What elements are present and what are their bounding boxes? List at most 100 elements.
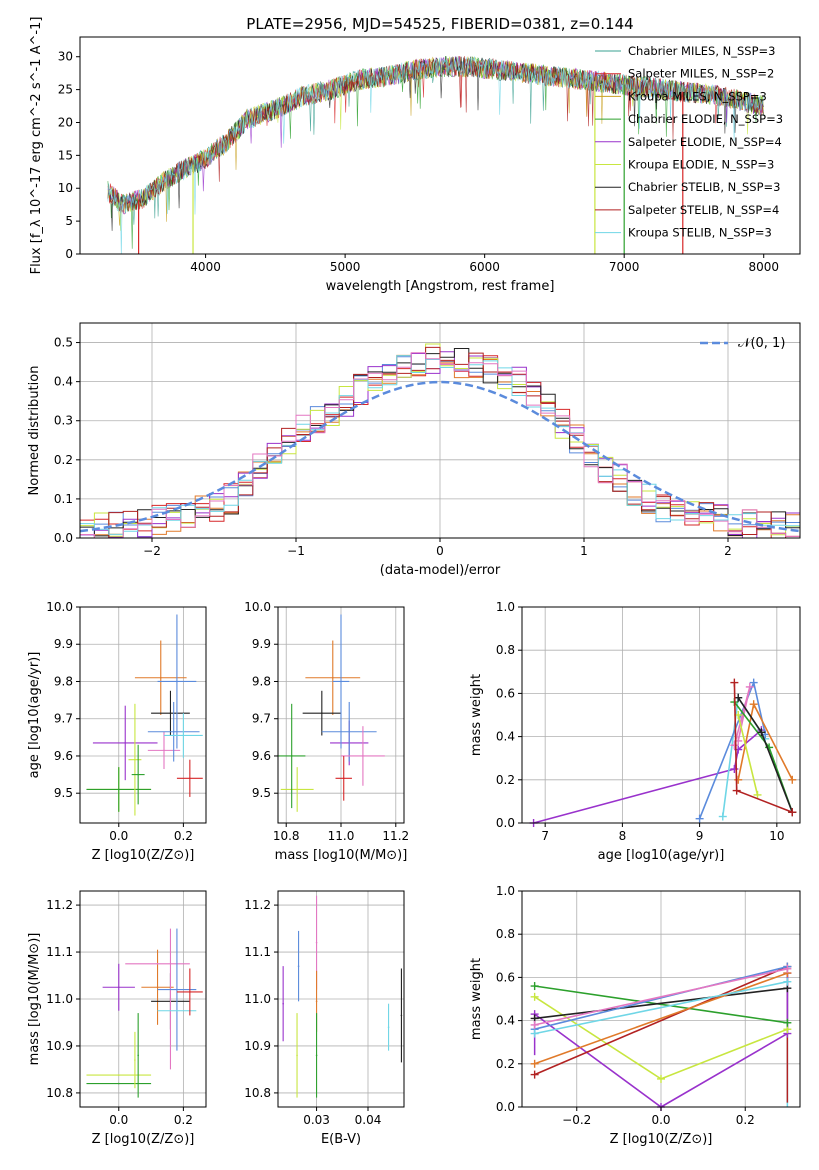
y-tick-label: 0.8 [496,927,515,941]
panel-age_vs_mass: 10.8 11.0 11.2 9.5 9.6 9.7 9.8 9.9 10.0 mass [log… [244,600,409,863]
y-tick-label: 11.2 [244,898,271,912]
data-point [348,730,351,733]
x-axis-label: age [log10(age/yr)] [598,848,725,863]
y-tick-label: 10 [58,181,73,195]
y-tick-label: 0.2 [496,1057,515,1071]
x-axis-label: Z [log10(Z/Z⊙)] [92,1132,195,1147]
y-tick-label: 10.9 [46,1039,73,1053]
data-point [117,1082,120,1085]
y-tick-label: 0.3 [54,414,73,428]
weight-line [534,968,788,1026]
y-tick-label: 0.8 [496,643,515,657]
x-tick-label: 2 [724,544,732,558]
weight-line [534,985,788,1024]
data-point [321,712,323,714]
y-tick-label: 0.4 [54,375,73,389]
x-tick-label: 11.2 [382,829,409,843]
data-point [172,730,175,733]
legend-label: Salpeter ELODIE, N_SSP=4 [628,135,782,149]
y-tick-label: 0 [65,247,73,261]
legend-label: Salpeter STELIB, N_SSP=4 [628,203,779,217]
weight-line [534,973,789,1108]
panel-weights_vs_age: 7 8 9 10 0.0 0.2 0.4 0.6 0.8 1.0 age [log10(age/yr… [469,600,801,863]
data-point [117,788,120,791]
weight-line [737,714,759,796]
histogram-series [80,352,800,539]
y-tick-label: 11.0 [46,992,73,1006]
data-point [124,742,127,744]
x-tick-label: 0 [436,544,444,558]
x-tick-label: 0.03 [303,1113,330,1127]
y-tick-label: 11.1 [46,945,73,959]
x-tick-label: 0.2 [736,1113,755,1127]
y-tick-label: 9.8 [54,674,73,688]
x-axis-label: mass [log10(M/M⊙)] [275,848,408,863]
y-tick-label: 1.0 [496,600,515,614]
x-axis-label: wavelength [Angstrom, rest frame] [326,279,555,294]
y-tick-label: 10.8 [244,1086,271,1100]
y-axis-label: mass weight [469,958,484,1040]
panel-mass_vs_ebv: 0.03 0.04 10.8 10.9 11.0 11.1 11.2 E(B-V) [244,890,405,1147]
y-tick-label: 25 [58,83,73,97]
y-tick-label: 9.6 [54,749,73,763]
x-tick-label: 0.0 [651,1113,670,1127]
data-point [159,676,162,679]
spectrum-line [107,56,764,254]
x-tick-label: 0.0 [109,829,128,843]
x-tick-label: 0.0 [109,1113,128,1127]
data-point [117,1074,120,1076]
y-tick-label: 11.2 [46,898,73,912]
x-tick-label: −1 [287,544,305,558]
data-point [163,749,165,752]
x-tick-label: 7 [541,829,549,843]
data-point [282,1002,284,1005]
x-tick-label: 0.04 [355,1113,382,1127]
data-point [176,1009,178,1012]
x-tick-label: 4000 [190,260,221,274]
y-tick-label: 9.9 [54,637,73,651]
data-point [176,680,178,683]
panel-mass_vs_Z: 0.0 0.2 10.8 10.9 11.0 11.1 11.2 Z [log10(Z/Z⊙)… [27,890,207,1147]
x-tick-label: 6000 [469,260,500,274]
weight-line [534,980,788,1035]
data-point [362,755,364,757]
y-tick-label: 0.5 [54,336,73,350]
y-tick-label: 9.5 [54,786,73,800]
data-point [156,986,159,989]
panel-spectrum: 4000 5000 6000 7000 8000 0 5 10 15 20 25 30 waveleng… [29,17,801,294]
legend-label: Kroupa STELIB, N_SSP=3 [628,226,772,240]
x-axis-label: Z [log10(Z/Z⊙)] [610,1132,713,1147]
y-axis-label: mass [log10(M/M⊙)] [27,933,42,1066]
x-tick-label: 10.8 [273,829,300,843]
data-point [182,734,185,737]
x-axis-label: E(B-V) [321,1132,361,1147]
x-tick-label: 9 [696,829,704,843]
data-point [340,680,342,683]
data-point [315,941,318,944]
data-point [296,788,298,791]
legend-label: Salpeter MILES, N_SSP=2 [628,67,774,81]
x-tick-label: −2 [143,544,161,558]
y-tick-label: 0.6 [496,970,515,984]
y-tick-label: 0.0 [496,1100,515,1114]
data-point [400,1014,403,1017]
weight-line [534,987,788,1020]
x-tick-label: 7000 [609,260,640,274]
legend-label: Kroupa MILES, N_SSP=3 [628,89,767,103]
x-tick-label: 1 [580,544,588,558]
panels: 4000 5000 6000 7000 8000051015202530waveleng… [27,17,801,1147]
y-tick-label: 9.7 [54,712,73,726]
y-tick-label: 9.6 [252,749,271,763]
weight-line [534,965,788,1030]
axes-frame [521,606,801,824]
y-tick-label: 10.9 [244,1039,271,1053]
y-axis-label: mass weight [469,674,484,756]
panel-weights_vs_Z: −0.2 0.0 0.2 0.0 0.2 0.4 0.6 0.8 1.0 Z [log10(Z/Z… [469,884,801,1147]
y-axis-label: age [log10(age/yr)] [27,652,42,779]
x-tick-label: 0.2 [174,1113,193,1127]
y-tick-label: 0.2 [54,453,73,467]
data-point [137,773,139,776]
y-tick-label: 20 [58,115,73,129]
y-tick-label: 11.0 [244,992,271,1006]
